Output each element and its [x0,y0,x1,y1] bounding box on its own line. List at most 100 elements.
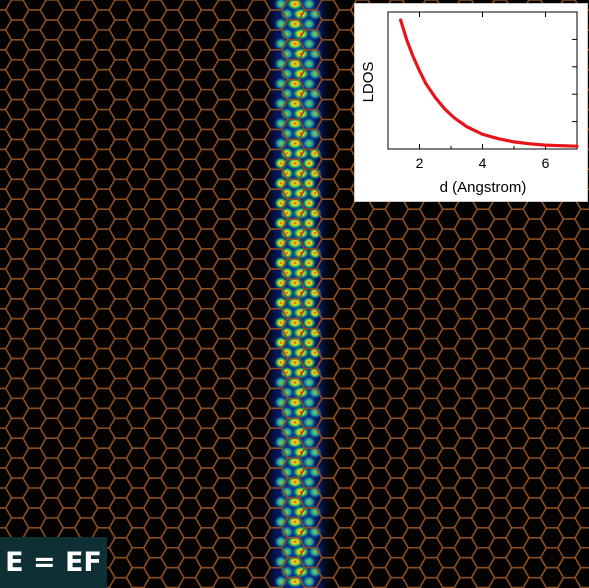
ldos-hotspot [274,455,288,469]
ldos-hotspot [280,425,294,439]
ldos-hotspot [302,37,316,51]
ldos-hotspot [302,435,316,449]
ldos-hotspot [274,117,288,130]
ldos-hotspot [280,306,294,320]
ldos-hotspot [274,555,288,569]
ldos-hotspot [302,176,316,190]
ldos-hotspot [274,575,288,588]
ldos-hotspot [302,455,316,469]
ldos-hotspot [280,27,294,41]
ldos-hotspot [302,376,316,389]
ldos-hotspot [280,326,294,340]
ldos-hotspot [280,107,294,121]
ldos-hotspot [274,495,288,509]
x-axis-label: d (Angstrom) [440,179,527,196]
ldos-hotspot [302,216,316,230]
ldos-hotspot [302,316,316,330]
ldos-hotspot [280,445,294,459]
ldos-hotspot [302,256,316,270]
ldos-hotspot [302,156,316,170]
ldos-hotspot [280,7,294,21]
ldos-hotspot [274,276,288,290]
x-tick-label: 4 [479,155,487,171]
ldos-hotspot [274,296,288,310]
ldos-hotspot [302,555,316,569]
ldos-hotspot [274,256,288,270]
ldos-hotspot [280,67,294,81]
ldos-hotspot [274,0,288,11]
ldos-hotspot [280,366,294,379]
ldos-inset-chart: 2 4 6 d (Angstrom) LDOS [354,3,588,202]
ldos-hotspot [280,47,294,61]
ldos-hotspot [302,276,316,290]
ldos-hotspot [274,376,288,389]
ldos-hotspot [280,146,294,160]
ldos-hotspot [274,216,288,230]
ldos-hotspot [280,505,294,519]
ldos-hotspot [302,575,316,588]
ldos-hotspot [302,356,316,369]
ldos-hotspots [274,0,322,588]
ldos-hotspot [280,346,294,360]
ldos-hotspot [280,545,294,559]
ldos-hotspot [280,166,294,180]
ldos-vs-distance-plot: 2 4 6 d (Angstrom) LDOS [360,11,579,196]
ldos-hotspot [302,415,316,429]
ldos-hotspot [302,57,316,71]
ldos-hotspot [280,385,294,399]
ldos-hotspot [280,246,294,260]
ldos-hotspot [302,395,316,409]
x-tick-label: 2 [416,155,424,171]
ldos-hotspot [280,286,294,300]
ldos-hotspot [280,186,294,200]
ldos-hotspot [274,535,288,549]
ldos-hotspot [280,525,294,539]
ldos-hotspot [280,405,294,419]
ldos-hotspot [274,395,288,409]
ldos-hotspot [302,17,316,31]
ldos-hotspot [280,565,294,579]
ldos-hotspot [274,97,288,111]
ldos-hotspot [274,336,288,350]
ldos-hotspot [302,117,316,130]
ldos-hotspot [302,535,316,549]
plot-frame [387,11,578,150]
ldos-hotspot [274,435,288,449]
ldos-hotspot [280,266,294,280]
ldos-hotspot [274,156,288,170]
plot-axes: 2 4 6 [387,11,578,171]
ldos-hotspot [302,495,316,509]
ldos-hotspot [280,87,294,101]
ldos-hotspot [302,475,316,489]
ldos-hotspot [302,296,316,310]
ldos-hotspot [302,515,316,529]
ldos-hotspot [280,127,294,140]
ldos-hotspot [302,336,316,350]
energy-label: E = EF [0,537,107,588]
ldos-hotspot [280,485,294,499]
ldos-hotspot [302,0,316,11]
ldos-hotspot [280,226,294,240]
ldos-hotspot [274,136,288,150]
ldos-hotspot [302,196,316,210]
y-axis-label: LDOS [360,62,377,103]
ldos-hotspot [280,206,294,220]
ldos-hotspot [302,97,316,111]
ldos-hotspot [274,356,288,369]
ldos-curve [399,18,579,148]
ldos-hotspot [274,17,288,31]
ldos-hotspot [302,136,316,150]
ldos-hotspot [274,415,288,429]
ldos-hotspot [280,465,294,479]
ldos-hotspot [274,196,288,210]
ldos-hotspot [274,515,288,529]
ldos-hotspot [274,37,288,51]
ldos-hotspot [274,77,288,91]
ldos-hotspot [274,57,288,71]
ldos-hotspot [274,236,288,250]
ldos-hotspot [274,475,288,489]
x-tick-label: 6 [542,155,550,171]
ldos-hotspot [302,77,316,91]
